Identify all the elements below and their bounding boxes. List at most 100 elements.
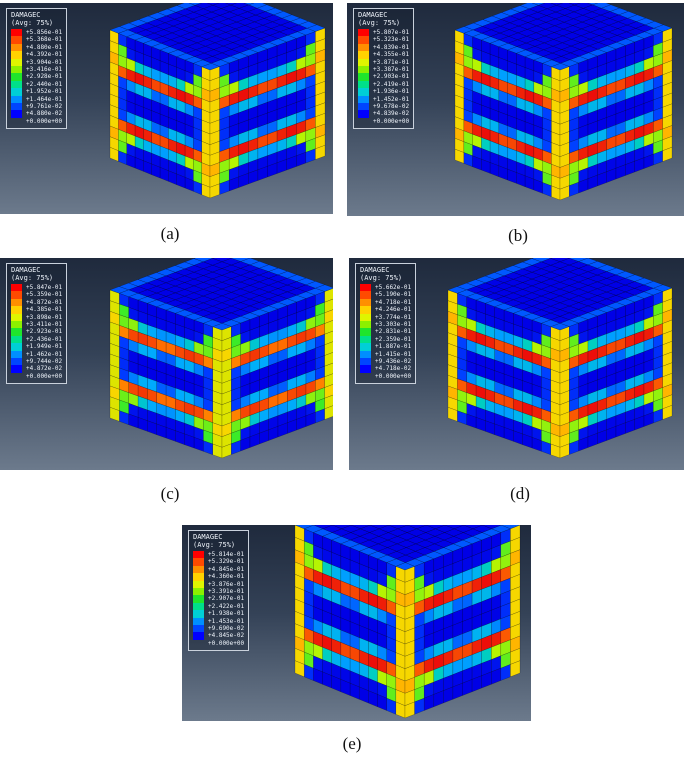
legend-swatch <box>360 335 371 344</box>
legend-value: +4.839e-01 <box>373 43 410 51</box>
legend-entry: +9.744e-02 <box>11 357 63 366</box>
legend-entry: +4.392e-01 <box>11 51 62 59</box>
legend-swatch <box>358 65 369 74</box>
cube-mesh <box>109 258 333 459</box>
legend-entry: +4.718e-02 <box>360 365 411 373</box>
legend-entry: +4.355e-01 <box>358 51 409 59</box>
legend-entry: +1.415e-01 <box>360 350 412 358</box>
legend-swatch <box>193 624 204 633</box>
legend-value: +4.385e-01 <box>26 306 63 314</box>
contour-plot-e: DAMAGEC (Avg: 75%) +5.814e-01 +5.329e-01 +4.… <box>182 525 531 721</box>
legend-entry: +0.000e+00 <box>193 640 244 647</box>
legend-swatch <box>193 573 204 581</box>
legend-value: +0.000e+00 <box>208 639 245 647</box>
legend-value: +1.452e-01 <box>373 95 410 103</box>
legend-value: +2.903e-01 <box>373 73 410 81</box>
cube-render <box>294 525 521 719</box>
legend-value: +9.678e-02 <box>373 102 410 110</box>
legend-value: +3.904e-01 <box>26 58 63 66</box>
legend-entry: +1.452e-01 <box>358 95 410 103</box>
legend-entry: +3.876e-01 <box>193 580 244 588</box>
caption-d: (d) <box>510 484 530 503</box>
legend-value: +1.949e-01 <box>26 343 63 351</box>
legend-value: +0.000e+00 <box>373 117 410 125</box>
legend-entry: +3.387e-01 <box>358 65 409 74</box>
legend-entry: +1.952e-01 <box>11 88 63 96</box>
legend-swatch <box>358 51 369 59</box>
legend-swatch <box>11 65 22 74</box>
legend-entry: +5.662e-01 <box>360 284 412 292</box>
legend-entry: +0.000e+00 <box>11 118 62 125</box>
legend-value: +9.744e-02 <box>26 357 63 365</box>
legend-entry: +4.718e-01 <box>360 298 412 307</box>
legend-value: +1.415e-01 <box>375 350 412 358</box>
legend-swatch <box>358 110 369 118</box>
legend-entry: +9.690e-02 <box>193 624 244 633</box>
legend-entry: +5.323e-01 <box>358 36 410 44</box>
legend-entry: +4.839e-01 <box>358 43 410 52</box>
legend-swatch <box>11 365 22 373</box>
legend-swatch <box>193 565 204 574</box>
legend-entry: +2.907e-01 <box>193 595 244 603</box>
legend-entry: +2.923e-01 <box>11 328 62 336</box>
legend-swatch <box>11 73 22 81</box>
caption-a: (a) <box>160 224 180 243</box>
legend-swatch <box>360 298 371 307</box>
cube-mesh <box>454 3 673 201</box>
legend-value: +3.416e-01 <box>26 65 63 73</box>
legend-value: +1.952e-01 <box>26 88 63 96</box>
contour-legend: DAMAGEC (Avg: 75%) +5.814e-01 +5.329e-01 +4.… <box>188 530 250 652</box>
legend-value: +1.936e-01 <box>373 88 410 96</box>
legend-swatch <box>358 95 369 103</box>
legend-value: +1.464e-01 <box>26 95 63 103</box>
legend-value: +4.839e-02 <box>373 110 410 118</box>
legend-swatch <box>360 350 371 358</box>
legend-swatch <box>358 73 369 81</box>
legend-swatch <box>360 284 371 292</box>
legend-title: DAMAGEC <box>358 11 388 19</box>
legend-value: +1.938e-01 <box>208 610 245 618</box>
legend-swatch <box>11 335 22 344</box>
legend-value: +4.718e-01 <box>375 298 412 306</box>
legend-value: +5.662e-01 <box>375 284 412 291</box>
legend-swatch <box>11 284 22 292</box>
legend-entry: +2.419e-01 <box>358 80 409 89</box>
legend-value: +1.453e-01 <box>208 617 245 625</box>
legend-value: +5.807e-01 <box>373 29 410 36</box>
legend-value: +5.323e-01 <box>373 36 410 44</box>
legend-entry: +1.464e-01 <box>11 95 63 103</box>
legend-swatch <box>11 298 22 307</box>
legend-value: +2.359e-01 <box>375 335 412 343</box>
legend-entry: +5.359e-01 <box>11 291 62 299</box>
legend-value: +1.462e-01 <box>26 350 63 358</box>
legend-value: +0.000e+00 <box>26 117 63 125</box>
legend-swatch <box>11 36 22 44</box>
legend-subtitle: (Avg: 75%) <box>193 541 236 549</box>
legend-entry: +5.814e-01 <box>193 551 244 559</box>
legend-entry: +3.411e-01 <box>11 320 62 329</box>
legend-entry: +3.904e-01 <box>11 58 63 66</box>
legend-value: +5.368e-01 <box>26 36 63 44</box>
legend-swatch <box>11 80 22 89</box>
legend-value: +9.436e-02 <box>375 357 412 365</box>
legend-swatch <box>358 80 369 89</box>
legend-swatch <box>11 343 22 351</box>
legend-swatch <box>11 102 22 111</box>
cube-mesh <box>447 258 673 459</box>
legend-entry: +3.774e-01 <box>360 313 411 321</box>
legend-swatch <box>193 617 204 625</box>
legend-entry: +2.359e-01 <box>360 335 412 344</box>
legend-entry: +0.000e+00 <box>11 373 62 380</box>
legend-value: +4.880e-01 <box>26 43 63 51</box>
legend-title: DAMAGEC <box>193 533 223 541</box>
legend-entry: +3.416e-01 <box>11 65 63 74</box>
legend-entry: +4.880e-02 <box>11 110 62 118</box>
legend-swatch <box>11 58 22 66</box>
legend-swatch <box>193 587 204 596</box>
legend-swatch <box>360 328 371 336</box>
legend-subtitle: (Avg: 75%) <box>11 274 54 282</box>
legend-swatch <box>193 595 204 603</box>
legend-entry: +3.391e-01 <box>193 587 244 596</box>
legend-swatch <box>358 29 369 37</box>
legend-entry: +3.871e-01 <box>358 58 409 66</box>
